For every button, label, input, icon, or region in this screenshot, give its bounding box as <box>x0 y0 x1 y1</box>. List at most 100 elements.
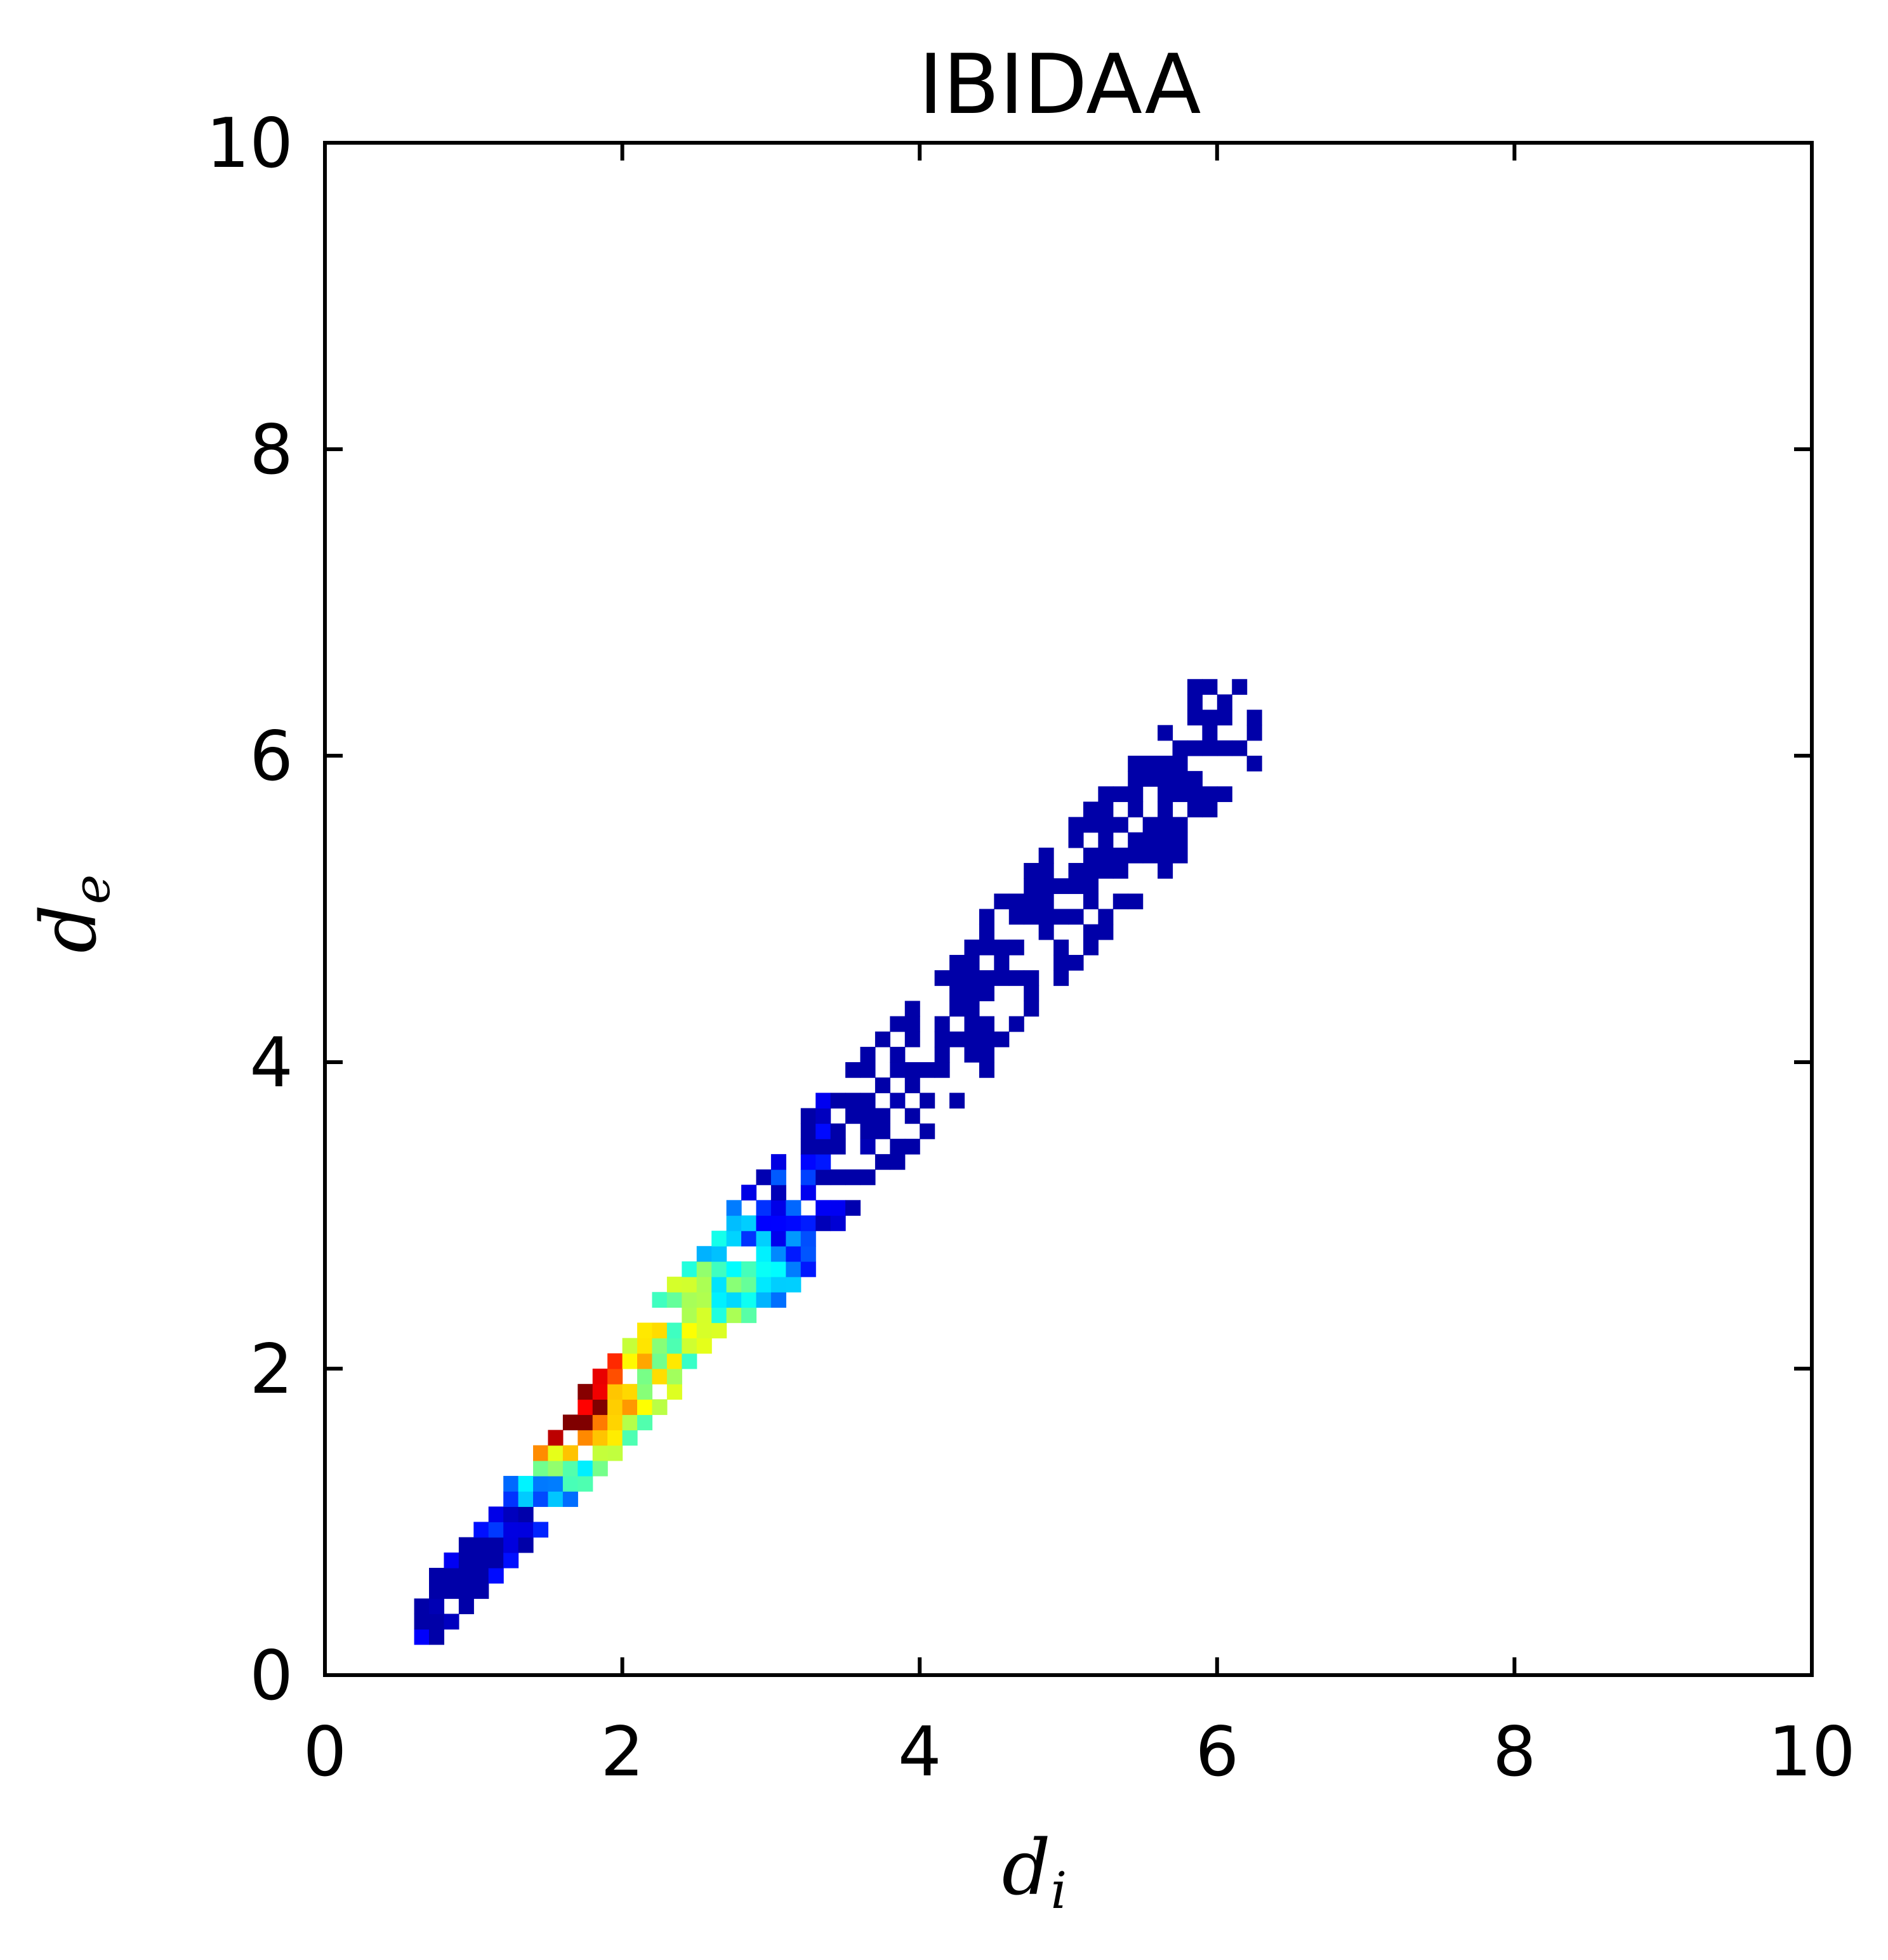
heatmap-cell <box>1128 832 1144 848</box>
heatmap-cell <box>800 1246 816 1262</box>
heatmap-cell <box>1024 893 1040 910</box>
heatmap-cell <box>1172 832 1188 848</box>
heatmap-cell <box>548 1430 564 1446</box>
heatmap-cell <box>1083 878 1099 894</box>
x-tick-label: 2 <box>600 1713 644 1792</box>
heatmap-cell <box>1172 847 1188 864</box>
heatmap-cell <box>815 1169 831 1185</box>
heatmap-cell <box>979 985 994 1001</box>
heatmap-cell <box>994 970 1010 986</box>
heatmap-cell <box>711 1322 727 1339</box>
heatmap-cell <box>756 1277 772 1292</box>
heatmap-cell <box>652 1322 668 1339</box>
heatmap-cell <box>518 1522 534 1538</box>
heatmap-cell <box>934 1046 950 1063</box>
heatmap-cell <box>1172 740 1188 756</box>
heatmap-cell <box>1038 878 1054 894</box>
heatmap-cell <box>1112 893 1128 910</box>
y-tick-label: 6 <box>249 717 293 796</box>
heatmap-cell <box>1158 863 1173 879</box>
heatmap-cell <box>444 1567 459 1584</box>
heatmap-cell <box>666 1338 682 1354</box>
heatmap-cell <box>1098 863 1114 879</box>
heatmap-cell <box>1202 679 1218 695</box>
heatmap-cell <box>637 1414 653 1431</box>
heatmap-cell <box>994 954 1010 971</box>
heatmap-cell <box>562 1445 578 1461</box>
heatmap-cell <box>607 1399 623 1416</box>
heatmap-cell <box>845 1062 861 1078</box>
heatmap-cell <box>1038 909 1054 925</box>
heatmap-cell <box>1187 679 1203 695</box>
heatmap-cell <box>696 1322 712 1339</box>
heatmap-cell <box>770 1185 786 1200</box>
heatmap-cell <box>444 1552 459 1569</box>
chart-title: IBIDAA <box>918 36 1201 133</box>
heatmap-cell <box>770 1246 786 1262</box>
heatmap-cell <box>994 893 1010 910</box>
heatmap-cell <box>845 1169 861 1185</box>
heatmap-cell <box>518 1491 534 1507</box>
heatmap-cell <box>533 1522 549 1538</box>
heatmap-cell <box>875 1123 890 1140</box>
heatmap-cell <box>964 1016 980 1032</box>
heatmap-cell <box>533 1460 549 1477</box>
heatmap-cell <box>786 1261 802 1277</box>
heatmap-cell <box>1187 694 1203 711</box>
heatmap-cell <box>666 1369 682 1384</box>
heatmap-cell <box>726 1277 742 1292</box>
heatmap-cell <box>458 1598 474 1614</box>
heatmap-cell <box>860 1169 876 1185</box>
heatmap-cell <box>1083 817 1099 833</box>
heatmap-cell <box>934 970 950 986</box>
heatmap-cell <box>488 1506 504 1523</box>
heatmap-cell <box>949 1093 965 1109</box>
heatmap-cell <box>949 1001 965 1017</box>
heatmap-cell <box>726 1230 742 1247</box>
heatmap-cell <box>756 1261 772 1277</box>
heatmap-cell <box>920 1062 935 1078</box>
heatmap-cell <box>622 1430 638 1446</box>
heatmap-cell <box>1172 756 1188 772</box>
heatmap-cell <box>756 1292 772 1308</box>
heatmap-cell <box>815 1123 831 1140</box>
heatmap-cell <box>696 1338 712 1354</box>
heatmap-cell <box>875 1031 890 1048</box>
heatmap-cell <box>592 1399 608 1416</box>
y-tick-label: 0 <box>249 1636 293 1716</box>
heatmap-cell <box>994 939 1010 956</box>
heatmap-cell <box>726 1200 742 1216</box>
heatmap-cell <box>904 1062 920 1078</box>
heatmap-cell <box>934 1016 950 1032</box>
heatmap-cell <box>473 1552 489 1569</box>
heatmap-cell <box>429 1567 445 1584</box>
heatmap-cell <box>800 1215 816 1232</box>
heatmap-cell <box>964 939 980 956</box>
heatmap-cell <box>1142 832 1158 848</box>
heatmap-cell <box>920 1123 935 1140</box>
heatmap-cell <box>726 1292 742 1308</box>
heatmap-cell <box>533 1491 549 1507</box>
x-tick-label: 4 <box>898 1713 942 1792</box>
heatmap-cell <box>622 1338 638 1354</box>
heatmap-cell <box>696 1246 712 1262</box>
heatmap-cell <box>1128 771 1144 787</box>
heatmap-cell <box>696 1261 712 1277</box>
heatmap-cell <box>1024 878 1040 894</box>
heatmap-cell <box>1142 771 1158 787</box>
heatmap-cell <box>711 1277 727 1292</box>
heatmap-cell <box>592 1369 608 1384</box>
heatmap-cell <box>414 1629 430 1645</box>
heatmap-cell <box>637 1322 653 1339</box>
heatmap-cell <box>800 1123 816 1140</box>
heatmap-cell <box>548 1445 564 1461</box>
heatmap-cell <box>1217 694 1232 711</box>
heatmap-cell <box>429 1583 445 1599</box>
x-axis-label-subscript: i <box>1051 1861 1067 1920</box>
heatmap-cell <box>815 1108 831 1124</box>
heatmap-cell <box>741 1307 757 1324</box>
heatmap-cell <box>622 1384 638 1400</box>
heatmap-cell <box>1158 817 1173 833</box>
heatmap-cell <box>830 1169 846 1185</box>
heatmap-cell <box>1024 985 1040 1001</box>
